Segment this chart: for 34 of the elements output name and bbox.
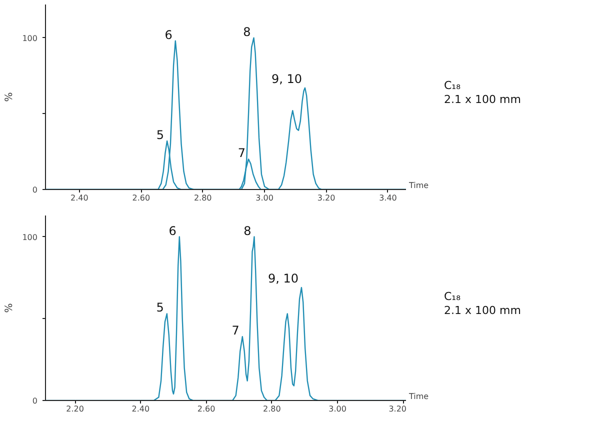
- x-tick-label: 2.80: [263, 404, 281, 414]
- annotation: 6: [168, 224, 176, 238]
- y-axis-title: %: [4, 92, 16, 102]
- x-tick-label: 2.60: [132, 194, 150, 202]
- text: C₁₈: [444, 78, 460, 94]
- x-tick-label: 3.20: [388, 404, 406, 414]
- annotation: 7: [232, 324, 240, 338]
- annotation: 8: [244, 224, 252, 238]
- annotation: 7: [238, 146, 246, 160]
- x-tick-label: 2.20: [66, 404, 84, 414]
- y-axis-title: %: [4, 303, 16, 313]
- x-axis-title: Time: [409, 180, 429, 192]
- x-tick-label: 2.40: [70, 194, 88, 202]
- annotation: 9, 10: [271, 72, 302, 86]
- text: C₁₈: [444, 289, 460, 305]
- y-tick-label: 100: [22, 34, 38, 43]
- y-tick-label: 100: [22, 232, 38, 242]
- y-tick-label: 0: [32, 396, 38, 406]
- y-tick-label: 0: [32, 186, 38, 194]
- x-tick-label: 2.40: [132, 404, 150, 414]
- x-tick-label: 3.40: [379, 194, 397, 202]
- x-tick-label: 2.60: [197, 404, 216, 414]
- x-tick-label: 2.80: [194, 194, 212, 202]
- annotation: 5: [156, 300, 164, 315]
- x-tick-label: 3.00: [256, 194, 274, 202]
- x-tick-label: 3.20: [317, 194, 336, 202]
- x-axis-title: Time: [409, 391, 429, 402]
- annotation: 5: [156, 128, 164, 142]
- text: 2.1 x 100 mm: [444, 303, 521, 319]
- annotation: 8: [243, 24, 251, 39]
- annotation: 9, 10: [268, 272, 298, 286]
- x-tick-label: 3.00: [328, 404, 346, 414]
- text: 2.1 x 100 mm: [444, 92, 521, 108]
- annotation: 6: [164, 28, 172, 42]
